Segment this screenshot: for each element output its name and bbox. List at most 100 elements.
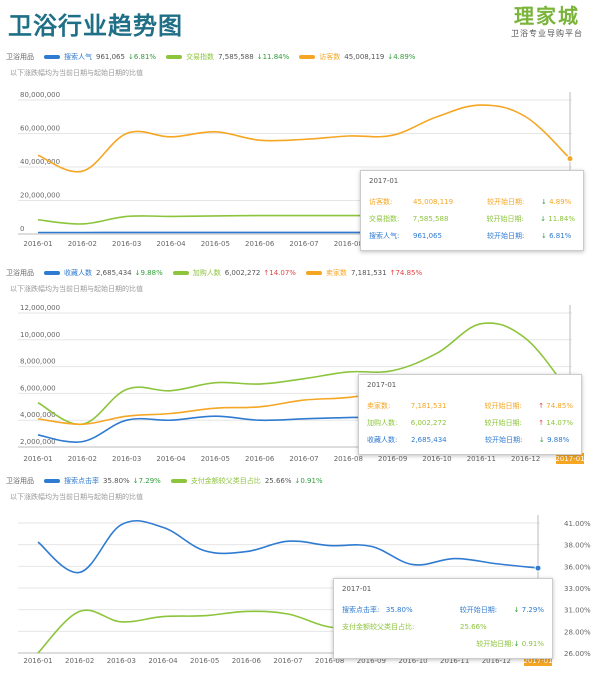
arrow-up-icon: ↑ xyxy=(538,401,547,410)
tooltip-change-value: 14.07% xyxy=(546,418,573,427)
tooltip-change: ↓ 7.29% xyxy=(514,606,544,614)
tooltip-row: 交易指数: 7,585,588 较开始日期: ↓ 11.84% xyxy=(369,210,575,227)
tooltip-compare-label: 较开始日期: xyxy=(487,197,525,206)
tooltip-compare-label: 较开始日期: xyxy=(476,639,514,648)
chart-tooltip: 2017-01 访客数: 45,008,119 较开始日期: ↓ 4.89% 交易指数: 7… xyxy=(360,170,584,251)
tooltip-series-name: 访客数: xyxy=(369,197,393,206)
tooltip-change: ↑ 14.07% xyxy=(538,419,573,427)
legend-item[interactable]: 访客数 45,008,119 ↓4.89% xyxy=(299,52,415,62)
tooltip-series-name: 交易指数: xyxy=(369,214,400,223)
legend-series-name: 卖家数 xyxy=(325,269,347,277)
tooltip-row: 搜索人气: 961,065 较开始日期: ↓ 6.81% xyxy=(369,227,575,244)
arrow-down-icon: ↓0.91% xyxy=(294,477,323,485)
legend-series-value: 2,685,434 xyxy=(96,269,132,277)
legend-item[interactable]: 搜索人气 961,065 ↓6.81% xyxy=(44,52,156,62)
tooltip-compare-label: 较开始日期: xyxy=(485,435,523,444)
chart-tooltip: 2017-01 卖家数: 7,181,531 较开始日期: ↑ 74.85% 加购人数: 6… xyxy=(358,374,582,455)
legend-series-value: 35.80% xyxy=(103,477,130,485)
legend-series-value: 25.66% xyxy=(264,477,292,485)
tooltip-date: 2017-01 xyxy=(369,177,399,185)
legend-item[interactable]: 卖家数 7,181,531 ↑74.85% xyxy=(305,268,423,278)
arrow-down-icon: ↓ xyxy=(541,231,550,240)
arrow-down-icon: ↓ xyxy=(540,214,549,223)
arrow-down-icon: ↓ xyxy=(539,435,548,444)
arrow-down-icon: ↓ xyxy=(513,639,522,648)
tooltip-compare-label: 较开始日期: xyxy=(486,214,524,223)
tooltip-series-name: 搜索人气: xyxy=(369,231,400,240)
arrow-down-icon: ↓11.84% xyxy=(256,53,290,61)
legend-swatch xyxy=(172,271,189,275)
tooltip-row: 支付金额较父类目占比: 25.66% xyxy=(342,618,544,635)
chart-panel-1: 卫浴用品 搜索人气 961,065 ↓6.81% 交易指数 7,585,588 ↓11.84… xyxy=(0,50,599,256)
legend-swatch xyxy=(44,55,60,59)
tooltip-change-value: 11.84% xyxy=(548,214,575,223)
tooltip-change-value: 0.91% xyxy=(521,639,544,648)
page-header: 卫浴行业趋势图 理家城 卫浴专业导购平台 xyxy=(0,0,599,44)
arrow-down-icon: ↓7.29% xyxy=(132,477,161,485)
chart-panel-3: 卫浴用品 搜索点击率 35.80% ↓7.29% 支付金额较父类目占比 25.66% ↓0.… xyxy=(0,474,599,673)
chart-tooltip: 2017-01 搜索点击率: 35.80% 较开始日期: ↓ 7.29% 支付金额较父类目… xyxy=(333,578,553,659)
legend-item[interactable]: 交易指数 7,585,588 ↓11.84% xyxy=(166,52,289,62)
tooltip-row: 较开始日期: ↓ 0.91% xyxy=(342,635,544,652)
tooltip-series-value: 35.80% xyxy=(385,605,413,614)
arrow-down-icon: ↓ xyxy=(541,197,550,206)
tooltip-series-name: 加购人数: xyxy=(367,418,398,427)
legend-series-name: 访客数 xyxy=(319,53,341,61)
legend-series-value: 45,008,119 xyxy=(344,53,385,61)
brand-name: 理家城 xyxy=(514,4,580,28)
tooltip-series-value: 2,685,434 xyxy=(411,435,447,444)
legend-swatch xyxy=(299,55,316,59)
tooltip-date: 2017-01 xyxy=(342,585,372,593)
brand-logo[interactable]: 理家城 卫浴专业导购平台 xyxy=(511,4,583,39)
legend-item[interactable]: 支付金额较父类目占比 25.66% ↓0.91% xyxy=(170,476,323,486)
arrow-down-icon: ↓ xyxy=(513,605,522,614)
tooltip-change-value: 4.89% xyxy=(549,197,572,206)
tooltip-row: 加购人数: 6,002,272 较开始日期: ↑ 14.07% xyxy=(367,414,573,431)
tooltip-row: 卖家数: 7,181,531 较开始日期: ↑ 74.85% xyxy=(367,397,573,414)
tooltip-row: 收藏人数: 2,685,434 较开始日期: ↓ 9.88% xyxy=(367,431,573,448)
tooltip-change: ↓ 9.88% xyxy=(539,436,569,444)
chart-note: 以下涨跌幅均为当前日期与起始日期的比值 xyxy=(10,285,143,293)
legend-series-name: 搜索点击率 xyxy=(64,477,99,485)
tooltip-change-value: 9.88% xyxy=(547,435,570,444)
tooltip-compare-label: 较开始日期: xyxy=(484,401,522,410)
legend-swatch xyxy=(166,55,183,59)
chart-legend: 卫浴用品 搜索人气 961,065 ↓6.81% 交易指数 7,585,588 ↓11.84… xyxy=(6,50,425,64)
tooltip-change: ↓ 6.81% xyxy=(541,232,571,240)
tooltip-series-name: 收藏人数: xyxy=(367,435,398,444)
legend-swatch xyxy=(44,479,60,483)
tooltip-change: ↓ 0.91% xyxy=(514,640,544,648)
tooltip-series-value: 7,181,531 xyxy=(410,401,447,410)
legend-series-value: 961,065 xyxy=(96,53,125,61)
tooltip-series-name: 搜索点击率: xyxy=(342,605,380,614)
arrow-down-icon: ↓6.81% xyxy=(127,53,157,61)
brand-tagline: 卫浴专业导购平台 xyxy=(511,29,583,38)
arrow-up-icon: ↑14.07% xyxy=(263,269,296,277)
legend-series-value: 7,181,531 xyxy=(350,269,387,277)
tooltip-change-value: 6.81% xyxy=(549,231,572,240)
legend-category-label: 卫浴用品 xyxy=(6,53,34,61)
chart-legend: 卫浴用品 收藏人数 2,685,434 ↓9.88% 加购人数 6,002,272 ↑14.… xyxy=(6,266,432,280)
arrow-down-icon: ↓4.89% xyxy=(387,53,416,61)
legend-series-name: 支付金额较父类目占比 xyxy=(190,477,261,485)
tooltip-compare-label: 较开始日期: xyxy=(459,605,498,614)
tooltip-series-value: 7,585,588 xyxy=(412,214,449,223)
tooltip-series-value: 6,002,272 xyxy=(410,418,447,427)
tooltip-compare-label: 较开始日期: xyxy=(484,418,522,427)
legend-item[interactable]: 加购人数 6,002,272 ↑14.07% xyxy=(172,268,296,278)
legend-item[interactable]: 收藏人数 2,685,434 ↓9.88% xyxy=(44,268,163,278)
chart-panel-2: 卫浴用品 收藏人数 2,685,434 ↓9.88% 加购人数 6,002,272 ↑14.… xyxy=(0,266,599,471)
legend-swatch xyxy=(170,479,187,483)
tooltip-row: 访客数: 45,008,119 较开始日期: ↓ 4.89% xyxy=(369,193,575,210)
legend-series-name: 交易指数 xyxy=(186,53,215,61)
tooltip-change: ↓ 11.84% xyxy=(540,215,575,223)
page-title: 卫浴行业趋势图 xyxy=(8,12,183,40)
tooltip-series-name: 卖家数: xyxy=(367,401,391,410)
arrow-up-icon: ↑ xyxy=(538,418,547,427)
legend-item[interactable]: 搜索点击率 35.80% ↓7.29% xyxy=(44,476,161,486)
tooltip-change-value: 7.29% xyxy=(521,605,544,614)
arrow-up-icon: ↑74.85% xyxy=(389,269,423,277)
legend-series-value: 6,002,272 xyxy=(224,269,261,277)
tooltip-compare-label: 较开始日期: xyxy=(487,231,525,240)
legend-series-name: 收藏人数 xyxy=(64,269,92,277)
